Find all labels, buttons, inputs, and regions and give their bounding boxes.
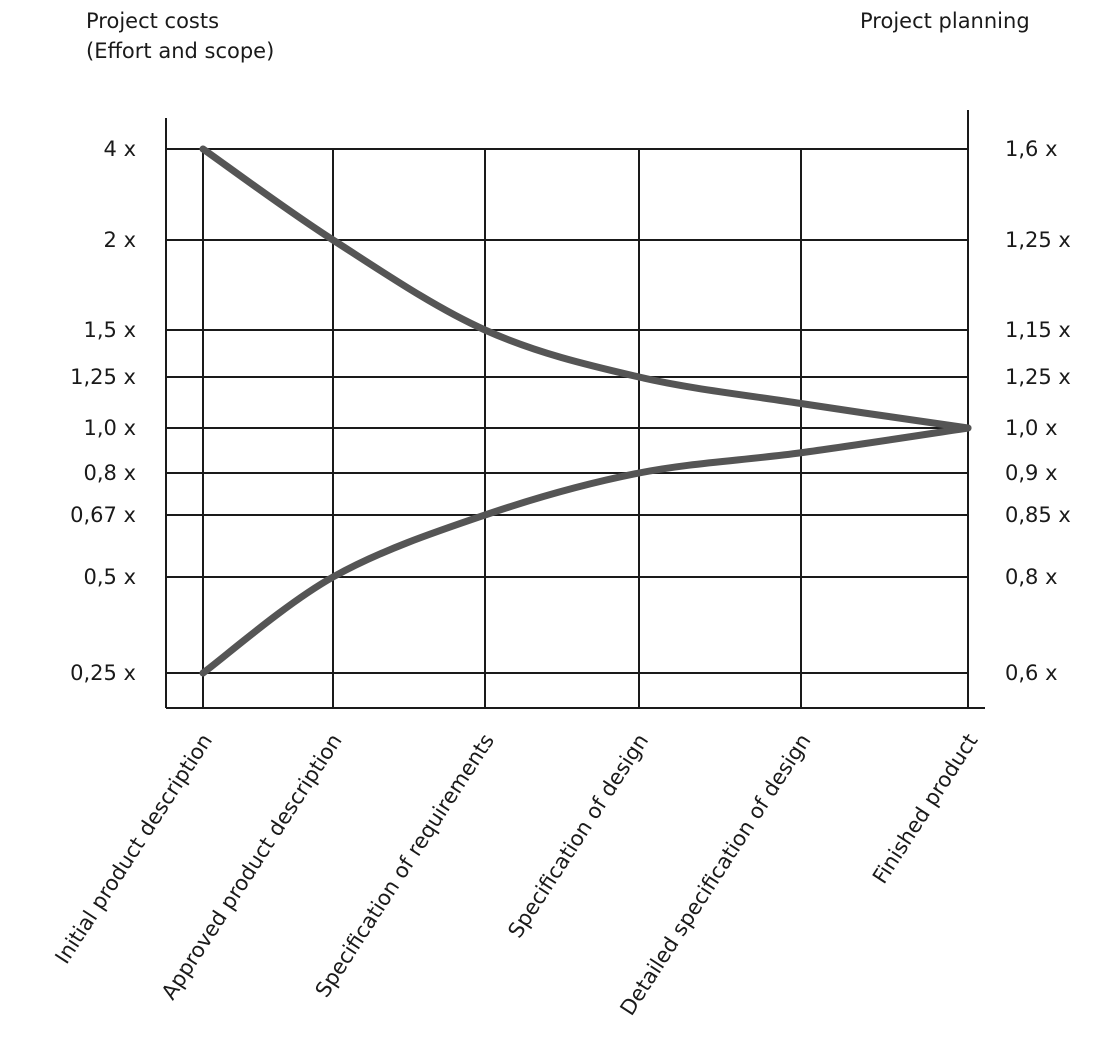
left-tick-label: 1,5 x	[0, 317, 136, 343]
right-tick-label: 1,0 x	[1005, 415, 1058, 441]
right-tick-label: 1,25 x	[1005, 364, 1071, 390]
left-tick-label: 1,25 x	[0, 364, 136, 390]
right-tick-label: 1,15 x	[1005, 317, 1071, 343]
left-tick-label: 2 x	[0, 227, 136, 253]
left-tick-label: 0,67 x	[0, 502, 136, 528]
right-tick-label: 0,6 x	[1005, 660, 1058, 686]
right-tick-label: 0,9 x	[1005, 460, 1058, 486]
upper-curve	[203, 149, 968, 428]
lower-curve	[203, 428, 968, 673]
right-tick-label: 0,8 x	[1005, 564, 1058, 590]
right-tick-label: 1,25 x	[1005, 227, 1071, 253]
left-tick-label: 1,0 x	[0, 415, 136, 441]
left-tick-label: 4 x	[0, 136, 136, 162]
right-tick-label: 1,6 x	[1005, 136, 1058, 162]
left-tick-label: 0,25 x	[0, 660, 136, 686]
left-tick-label: 0,5 x	[0, 564, 136, 590]
right-tick-label: 0,85 x	[1005, 502, 1071, 528]
left-tick-label: 0,8 x	[0, 460, 136, 486]
